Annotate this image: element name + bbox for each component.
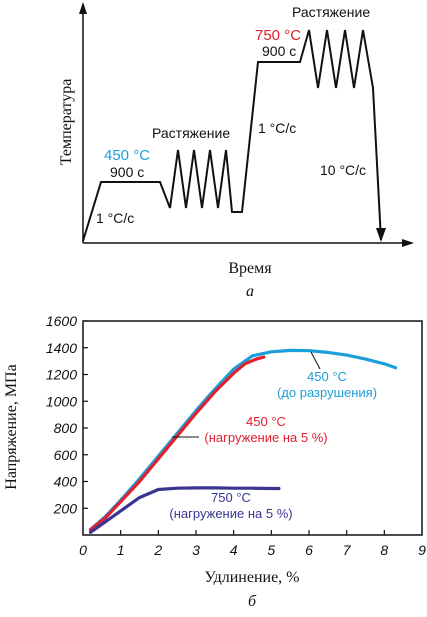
x-tick-label: 7 bbox=[343, 542, 352, 558]
y-tick-label: 1600 bbox=[46, 313, 77, 329]
y-tick-label: 1200 bbox=[46, 367, 77, 383]
panel-a-temperature-curve bbox=[82, 29, 382, 242]
x-tick-label: 2 bbox=[153, 542, 162, 558]
y-tick-label: 400 bbox=[54, 474, 78, 490]
series-line-navy-750-load5 bbox=[88, 486, 281, 534]
x-tick-label: 5 bbox=[267, 542, 275, 558]
panel-b-series bbox=[88, 348, 398, 534]
x-tick-label: 4 bbox=[230, 542, 238, 558]
series-label-cyan-2: (до разрушения) bbox=[277, 385, 377, 400]
leader-line-cyan bbox=[310, 351, 321, 370]
x-tick-label: 0 bbox=[79, 542, 87, 558]
series-line-cyan-450-fracture bbox=[88, 348, 398, 532]
panel-a-temp-750: 750 °C bbox=[255, 27, 301, 44]
panel-b-label: б bbox=[248, 593, 257, 610]
panel-b-x-title: Удлинение, % bbox=[205, 569, 300, 586]
y-tick-label: 200 bbox=[53, 500, 78, 516]
series-label-red-1: 450 °C bbox=[246, 414, 286, 429]
x-tick-label: 9 bbox=[418, 542, 426, 558]
panel-a-label: a bbox=[246, 283, 254, 300]
panel-a-stretch-1: Растяжение bbox=[152, 125, 230, 141]
panel-a-temp-450: 450 °C bbox=[104, 147, 150, 164]
panel-a-hold-450: 900 c bbox=[110, 164, 144, 180]
panel-a-rate-heat-1: 1 °C/c bbox=[96, 210, 134, 226]
panel-a-y-arrow bbox=[79, 2, 87, 14]
panel-a-hold-750: 900 c bbox=[262, 43, 296, 59]
y-tick-label: 600 bbox=[54, 447, 78, 463]
series-label-cyan-1: 450 °C bbox=[307, 369, 347, 384]
x-tick-label: 8 bbox=[380, 542, 388, 558]
panel-b-y-title: Напряжение, МПа bbox=[3, 364, 20, 489]
panel-a-x-title: Время bbox=[228, 260, 272, 277]
x-tick-label: 6 bbox=[305, 542, 313, 558]
panel-a-schedule: 450 °C 900 c Растяжение 1 °C/c 750 °C 90… bbox=[58, 2, 414, 300]
panel-a-cooling-arrow bbox=[376, 228, 386, 242]
panel-a-stretch-2: Растяжение bbox=[292, 4, 370, 20]
panel-a-rate-heat-2: 1 °C/c bbox=[258, 120, 296, 136]
panel-b-y-ticks: 200 400 600 800 1000 1200 1400 1600 bbox=[46, 313, 88, 516]
y-tick-label: 1000 bbox=[46, 393, 77, 409]
series-line-red-450-load5 bbox=[88, 355, 266, 532]
panel-a-x-arrow bbox=[402, 239, 414, 247]
panel-b-x-ticks: 0 1 2 3 4 5 6 7 8 9 bbox=[79, 530, 426, 558]
panel-a-rate-cool: 10 °C/c bbox=[320, 162, 366, 178]
series-label-navy-2: (нагружение на 5 %) bbox=[169, 506, 292, 521]
panel-a-y-title: Температура bbox=[58, 79, 75, 166]
x-tick-label: 1 bbox=[117, 542, 125, 558]
y-tick-label: 1400 bbox=[46, 340, 77, 356]
series-label-navy-1: 750 °C bbox=[211, 490, 251, 505]
x-tick-label: 3 bbox=[192, 542, 200, 558]
y-tick-label: 800 bbox=[54, 420, 78, 436]
series-label-red-2: (нагружение на 5 %) bbox=[204, 430, 327, 445]
